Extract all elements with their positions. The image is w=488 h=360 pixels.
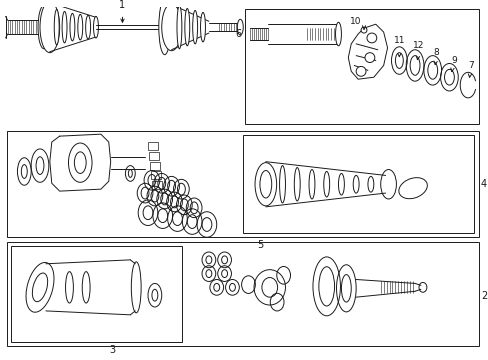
Text: 4: 4 xyxy=(480,179,486,189)
Text: 7: 7 xyxy=(467,61,473,70)
Bar xyxy=(150,162,160,170)
Ellipse shape xyxy=(78,14,82,40)
Bar xyxy=(243,135,473,233)
Ellipse shape xyxy=(335,22,341,46)
Ellipse shape xyxy=(54,9,59,45)
Text: 12: 12 xyxy=(412,41,424,50)
Bar xyxy=(152,181,162,189)
Ellipse shape xyxy=(364,53,374,63)
Text: 11: 11 xyxy=(393,36,404,45)
Ellipse shape xyxy=(192,10,197,44)
Bar xyxy=(7,131,478,237)
Ellipse shape xyxy=(68,143,92,182)
Ellipse shape xyxy=(70,13,75,41)
Ellipse shape xyxy=(409,56,419,75)
Text: 5: 5 xyxy=(256,240,263,250)
Ellipse shape xyxy=(355,67,365,76)
Ellipse shape xyxy=(352,175,358,193)
Ellipse shape xyxy=(308,170,314,199)
Ellipse shape xyxy=(395,53,403,68)
Ellipse shape xyxy=(36,157,44,175)
Text: 9: 9 xyxy=(450,56,456,65)
Ellipse shape xyxy=(38,5,50,49)
Bar xyxy=(148,142,158,150)
Ellipse shape xyxy=(62,12,67,43)
Ellipse shape xyxy=(366,33,376,43)
Text: 3: 3 xyxy=(109,345,116,355)
Ellipse shape xyxy=(200,13,205,42)
Ellipse shape xyxy=(427,62,437,79)
Text: 2: 2 xyxy=(480,291,486,301)
Text: 10: 10 xyxy=(350,17,361,26)
Ellipse shape xyxy=(367,176,373,192)
Ellipse shape xyxy=(162,4,181,51)
Ellipse shape xyxy=(360,27,366,33)
Ellipse shape xyxy=(85,15,90,39)
Text: 6: 6 xyxy=(235,29,241,39)
Bar xyxy=(11,246,182,342)
Ellipse shape xyxy=(74,152,86,174)
Ellipse shape xyxy=(237,19,243,35)
Ellipse shape xyxy=(21,165,27,178)
Bar xyxy=(244,9,478,124)
Ellipse shape xyxy=(184,9,189,46)
Text: 8: 8 xyxy=(433,48,439,57)
Ellipse shape xyxy=(338,174,344,195)
Ellipse shape xyxy=(444,69,453,85)
Ellipse shape xyxy=(93,16,98,38)
Bar xyxy=(149,152,159,160)
Ellipse shape xyxy=(294,167,300,201)
Ellipse shape xyxy=(177,5,182,49)
Ellipse shape xyxy=(279,166,285,203)
Bar xyxy=(7,242,478,346)
Ellipse shape xyxy=(159,0,170,55)
Ellipse shape xyxy=(40,2,60,53)
Bar xyxy=(151,171,161,179)
Text: 1: 1 xyxy=(119,0,125,10)
Ellipse shape xyxy=(323,171,329,197)
